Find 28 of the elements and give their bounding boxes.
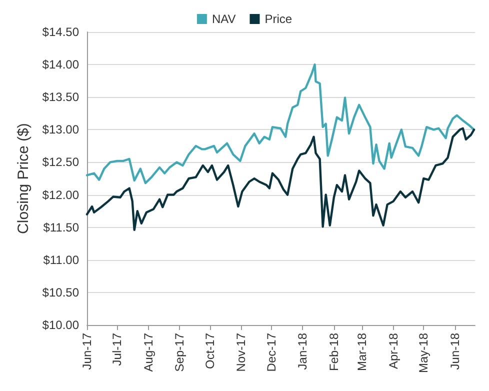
- x-tick-label: Jun-17: [80, 332, 94, 370]
- x-tick-label: Jun-18: [448, 332, 462, 370]
- y-tick-label: $13.00: [42, 122, 80, 137]
- y-tick-label: $14.50: [42, 25, 80, 39]
- y-tick-label: $13.50: [42, 90, 80, 104]
- y-tick-label: $12.50: [42, 155, 80, 170]
- legend-label: Price: [264, 12, 292, 26]
- y-tick-label: $11.50: [43, 220, 80, 234]
- y-tick-label: $11.00: [43, 252, 80, 267]
- line-series: [86, 127, 476, 232]
- y-tick-label: $10.00: [42, 318, 80, 332]
- y-tick-label: $12.00: [42, 188, 80, 202]
- y-tick-label: $14.00: [42, 58, 80, 72]
- legend-label: NAV: [212, 12, 236, 26]
- x-tick-label: May-18: [416, 332, 431, 374]
- x-tick-label: Apr-18: [386, 332, 400, 370]
- x-tick-label: Jul-17: [110, 332, 124, 366]
- x-tick-label: Aug-17: [141, 332, 156, 372]
- y-axis-title: Closing Price ($): [15, 123, 32, 234]
- x-tick-label: Jan-18: [296, 332, 310, 370]
- x-tick-label: Mar-18: [355, 332, 370, 372]
- x-tick-label: Oct-17: [202, 332, 217, 370]
- x-tick-label: Nov-17: [234, 332, 248, 372]
- y-tick-label: $10.50: [42, 285, 80, 300]
- line-series: [86, 63, 476, 184]
- x-tick-label: Feb-18: [326, 332, 341, 372]
- x-tick-label: Dec-17: [264, 332, 278, 372]
- x-tick-label: Sep-17: [172, 332, 187, 372]
